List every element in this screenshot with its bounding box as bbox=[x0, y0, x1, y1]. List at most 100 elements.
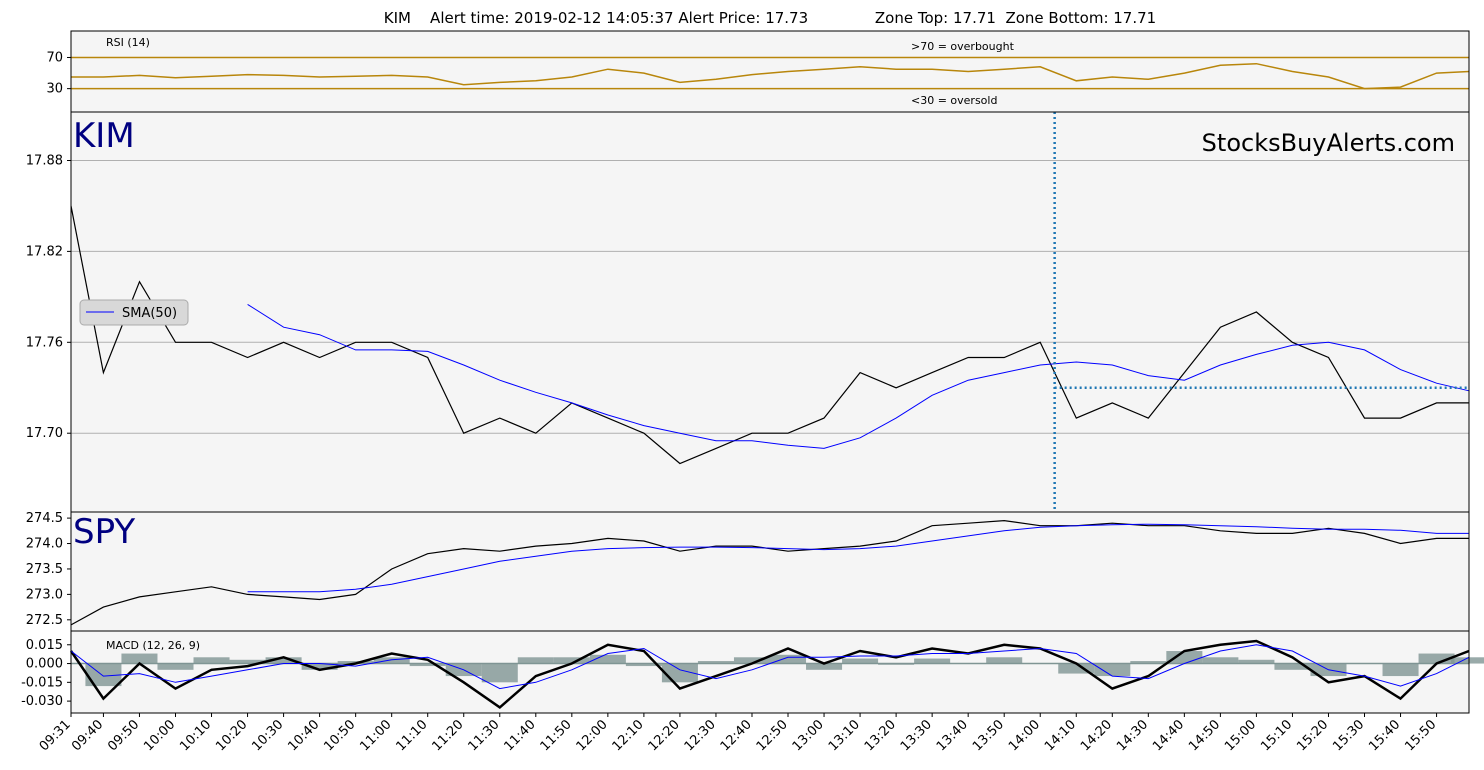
panel bbox=[71, 512, 1469, 631]
x-tick-label: 09:31 bbox=[37, 717, 74, 754]
x-tick-label: 14:50 bbox=[1186, 717, 1223, 754]
y-tick-label: 17.82 bbox=[26, 244, 63, 259]
x-tick-label: 13:00 bbox=[790, 717, 827, 754]
histogram-bar bbox=[1166, 651, 1203, 664]
x-tick-label: 10:50 bbox=[321, 717, 358, 754]
x-tick-label: 12:30 bbox=[682, 717, 719, 754]
histogram-bar bbox=[481, 663, 518, 683]
y-tick-label: 0.015 bbox=[26, 638, 63, 653]
y-tick-label: 274.5 bbox=[26, 511, 63, 526]
annotation: <30 = oversold bbox=[911, 94, 997, 107]
x-tick-label: 15:30 bbox=[1330, 717, 1367, 754]
x-tick-label: 12:20 bbox=[646, 717, 683, 754]
histogram-bar bbox=[625, 663, 662, 667]
x-tick-label: 11:50 bbox=[538, 717, 575, 754]
x-tick-label: 13:30 bbox=[898, 717, 935, 754]
x-tick-label: 10:30 bbox=[249, 717, 286, 754]
histogram-bar bbox=[157, 663, 194, 670]
series-line bbox=[70, 644, 1470, 690]
histogram-bar bbox=[770, 654, 807, 664]
panel bbox=[71, 112, 1469, 512]
histogram-bar bbox=[986, 657, 1023, 664]
y-tick-label: 70 bbox=[46, 50, 63, 65]
x-tick-label: 12:10 bbox=[610, 717, 647, 754]
series-line bbox=[247, 303, 1470, 449]
x-tick-label: 14:20 bbox=[1078, 717, 1115, 754]
chart-title: KIM Alert time: 2019-02-12 14:05:37 Aler… bbox=[384, 9, 1156, 27]
series-line bbox=[70, 519, 1469, 626]
panel bbox=[71, 31, 1469, 112]
x-tick-label: 11:00 bbox=[357, 717, 394, 754]
x-tick-label: 14:30 bbox=[1114, 717, 1151, 754]
histogram-bar bbox=[301, 663, 338, 670]
y-tick-label: -0.015 bbox=[21, 675, 63, 690]
x-tick-label: 13:40 bbox=[934, 717, 971, 754]
legend-label: SMA(50) bbox=[122, 306, 177, 321]
x-tick-label: 12:40 bbox=[718, 717, 755, 754]
y-tick-label: 0.000 bbox=[26, 657, 63, 672]
legend-box bbox=[79, 299, 189, 326]
x-tick-label: 11:20 bbox=[429, 717, 466, 754]
histogram-bar bbox=[878, 663, 915, 665]
x-tick-label: 14:10 bbox=[1042, 717, 1079, 754]
histogram-bar bbox=[1274, 663, 1311, 670]
histogram-bar bbox=[914, 658, 951, 664]
histogram-bar bbox=[409, 663, 446, 667]
x-tick-label: 12:50 bbox=[754, 717, 791, 754]
histogram-bar bbox=[229, 659, 266, 664]
series-line bbox=[70, 205, 1469, 465]
histogram-bar bbox=[373, 657, 410, 664]
histogram-bar bbox=[553, 657, 590, 664]
y-tick-label: 30 bbox=[46, 82, 63, 97]
histogram-bar bbox=[1094, 663, 1131, 677]
x-tick-label: 10:40 bbox=[285, 717, 322, 754]
y-tick-label: -0.030 bbox=[21, 694, 63, 709]
watermark: StocksBuyAlerts.com bbox=[1202, 129, 1455, 157]
x-tick-label: 14:40 bbox=[1150, 717, 1187, 754]
x-tick-label: 15:00 bbox=[1222, 717, 1259, 754]
x-tick-label: 09:40 bbox=[69, 717, 106, 754]
histogram-bar bbox=[842, 658, 879, 664]
histogram-bar bbox=[1238, 659, 1275, 664]
x-tick-label: 10:00 bbox=[141, 717, 178, 754]
x-tick-label: 15:10 bbox=[1258, 717, 1295, 754]
histogram-bar bbox=[121, 653, 158, 664]
histogram-bar bbox=[1202, 657, 1239, 664]
x-tick-label: 10:10 bbox=[177, 717, 214, 754]
panel-label: RSI (14) bbox=[106, 36, 150, 49]
x-tick-label: 09:50 bbox=[105, 717, 142, 754]
y-tick-label: 274.0 bbox=[26, 537, 63, 552]
x-tick-label: 12:00 bbox=[574, 717, 611, 754]
y-tick-label: 273.0 bbox=[26, 587, 63, 602]
histogram-bar bbox=[1058, 663, 1095, 674]
x-tick-label: 15:50 bbox=[1402, 717, 1439, 754]
panel-label: MACD (12, 26, 9) bbox=[106, 639, 200, 652]
panel-label: KIM bbox=[73, 116, 135, 156]
histogram-bar bbox=[1382, 663, 1419, 677]
histogram-bar bbox=[1130, 661, 1167, 664]
x-tick-label: 11:30 bbox=[465, 717, 502, 754]
histogram-bar bbox=[1450, 657, 1484, 664]
x-tick-label: 15:40 bbox=[1366, 717, 1403, 754]
histogram-bar bbox=[806, 663, 843, 670]
x-tick-label: 13:10 bbox=[826, 717, 863, 754]
histogram-bar bbox=[697, 661, 734, 664]
y-tick-label: 273.5 bbox=[26, 562, 63, 577]
histogram-bar bbox=[1418, 653, 1455, 664]
x-tick-label: 13:50 bbox=[970, 717, 1007, 754]
histogram-bar bbox=[193, 657, 230, 664]
x-tick-label: 15:20 bbox=[1294, 717, 1331, 754]
y-tick-label: 17.76 bbox=[26, 335, 63, 350]
panel bbox=[71, 631, 1469, 713]
series-line bbox=[247, 523, 1469, 593]
series-line bbox=[71, 62, 1470, 90]
histogram-bar bbox=[589, 654, 626, 664]
panel-border bbox=[70, 630, 1470, 714]
x-tick-label: 14:00 bbox=[1006, 717, 1043, 754]
y-tick-label: 17.70 bbox=[26, 426, 63, 441]
x-tick-label: 10:20 bbox=[213, 717, 250, 754]
panel-label: SPY bbox=[73, 512, 135, 552]
histogram-bar bbox=[733, 657, 770, 664]
y-tick-label: 272.5 bbox=[26, 613, 63, 628]
